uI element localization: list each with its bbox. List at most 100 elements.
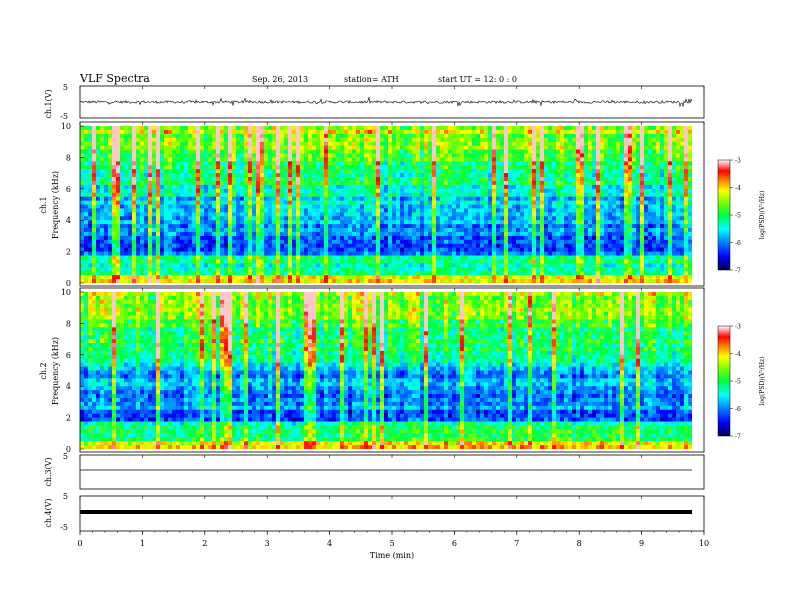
spectrogram-cell — [544, 126, 549, 131]
spectrogram-cell — [448, 216, 453, 221]
spectrogram-cell — [684, 220, 689, 225]
spectrogram-cell — [272, 145, 277, 150]
spectrogram-cell — [468, 126, 473, 131]
spectrogram-cell — [112, 129, 117, 135]
spectrogram-cell — [456, 192, 461, 198]
spectrogram-cell — [508, 208, 513, 213]
spectrogram-cell — [88, 220, 93, 225]
spectrogram-cell — [488, 173, 493, 178]
spectrogram-cell — [336, 177, 341, 182]
spectrogram-cell — [180, 188, 185, 194]
spectrogram-cell — [516, 235, 521, 241]
spectrogram-cell — [420, 169, 425, 174]
spectrogram-cell — [332, 192, 337, 198]
spectrogram-cell — [92, 161, 97, 166]
spectrogram-cell — [384, 173, 389, 178]
spectrogram-cell — [492, 247, 497, 253]
spectrogram-cell — [244, 149, 249, 154]
spectrogram-cell — [256, 129, 261, 135]
spectrogram-cell — [160, 133, 165, 139]
spectrogram-cell — [640, 161, 645, 166]
spectrogram-cell — [96, 188, 101, 194]
spectrogram-cell — [96, 145, 101, 150]
spectrogram-cell — [228, 157, 233, 162]
spectrogram-cell — [252, 204, 257, 209]
spectrogram-cell — [352, 126, 357, 131]
spectrogram-cell — [268, 137, 273, 143]
spectrogram-cell — [368, 129, 373, 135]
spectrogram-cell — [504, 165, 509, 170]
spectrogram-cell — [492, 196, 497, 201]
spectrogram-cell — [184, 243, 189, 249]
spectrogram-cell — [672, 165, 677, 170]
spectrogram-cell — [340, 196, 345, 201]
spectrogram-cell — [392, 231, 397, 237]
spectrogram-cell — [540, 126, 545, 131]
spectrogram-cell — [508, 161, 513, 166]
spectrogram-cell — [304, 149, 309, 154]
spectrogram-cell — [536, 141, 541, 147]
spectrogram-cell — [408, 228, 413, 233]
spectrogram-cell — [220, 247, 225, 253]
spectrogram-cell — [332, 177, 337, 182]
spectrogram-cell — [156, 129, 161, 135]
spectrogram-cell — [536, 192, 541, 198]
spectrogram-cell — [284, 177, 289, 182]
spectrogram-cell — [176, 161, 181, 166]
spectrogram-cell — [220, 129, 225, 135]
spectrogram-cell — [444, 200, 449, 205]
spectrogram-cell — [572, 133, 577, 139]
spectrogram-cell — [124, 231, 129, 237]
spectrogram-cell — [164, 153, 169, 158]
spectrogram-cell — [580, 126, 585, 131]
spectrogram-cell — [240, 228, 245, 233]
spectrogram-cell — [548, 137, 553, 143]
spectrogram-cell — [256, 204, 261, 209]
spectrogram-cell — [552, 200, 557, 205]
spectrogram-cell — [272, 212, 277, 217]
spectrogram-cell — [464, 200, 469, 205]
spectrogram-cell — [160, 149, 165, 154]
spectrogram-cell — [296, 204, 301, 209]
spectrogram-cell — [276, 228, 281, 233]
spectrogram-cell — [208, 208, 213, 213]
spectrogram-cell — [680, 235, 685, 241]
spectrogram-cell — [620, 188, 625, 194]
spectrogram-cell — [152, 145, 157, 150]
spectrogram-cell — [516, 161, 521, 166]
spectrogram-cell — [108, 251, 113, 256]
spectrogram-cell — [556, 208, 561, 213]
spectrogram-cell — [524, 235, 529, 241]
spectrogram-cell — [552, 153, 557, 158]
spectrogram-cell — [656, 231, 661, 237]
spectrogram-cell — [336, 133, 341, 139]
spectrogram-cell — [512, 212, 517, 217]
spectrogram-cell — [292, 141, 297, 147]
spectrogram-cell — [404, 216, 409, 221]
spectrogram-cell — [96, 212, 101, 217]
spectrogram-cell — [368, 243, 373, 249]
spectrogram-cell — [676, 216, 681, 221]
spectrogram-cell — [200, 165, 205, 170]
spectrogram-cell — [552, 228, 557, 233]
spectrogram-cell — [104, 161, 109, 166]
spectrogram-cell — [88, 204, 93, 209]
spectrogram-cell — [260, 169, 265, 174]
spectrogram-cell — [452, 228, 457, 233]
spectrogram-cell — [684, 145, 689, 150]
spectrogram-cell — [444, 231, 449, 237]
spectrogram-cell — [372, 243, 377, 249]
spectrogram-cell — [224, 165, 229, 170]
spectrogram-cell — [464, 188, 469, 194]
spectrogram-cell — [580, 173, 585, 178]
spectrogram-cell — [372, 251, 377, 256]
spectrogram-cell — [532, 243, 537, 249]
spectrogram-cell — [520, 200, 525, 205]
spectrogram-cell — [564, 220, 569, 225]
spectrogram-cell — [132, 196, 137, 201]
spectrogram-cell — [324, 228, 329, 233]
spectrogram-cell — [500, 149, 505, 154]
spectrogram-cell — [220, 208, 225, 213]
spectrogram-cell — [232, 251, 237, 256]
spectrogram-cell — [544, 165, 549, 170]
